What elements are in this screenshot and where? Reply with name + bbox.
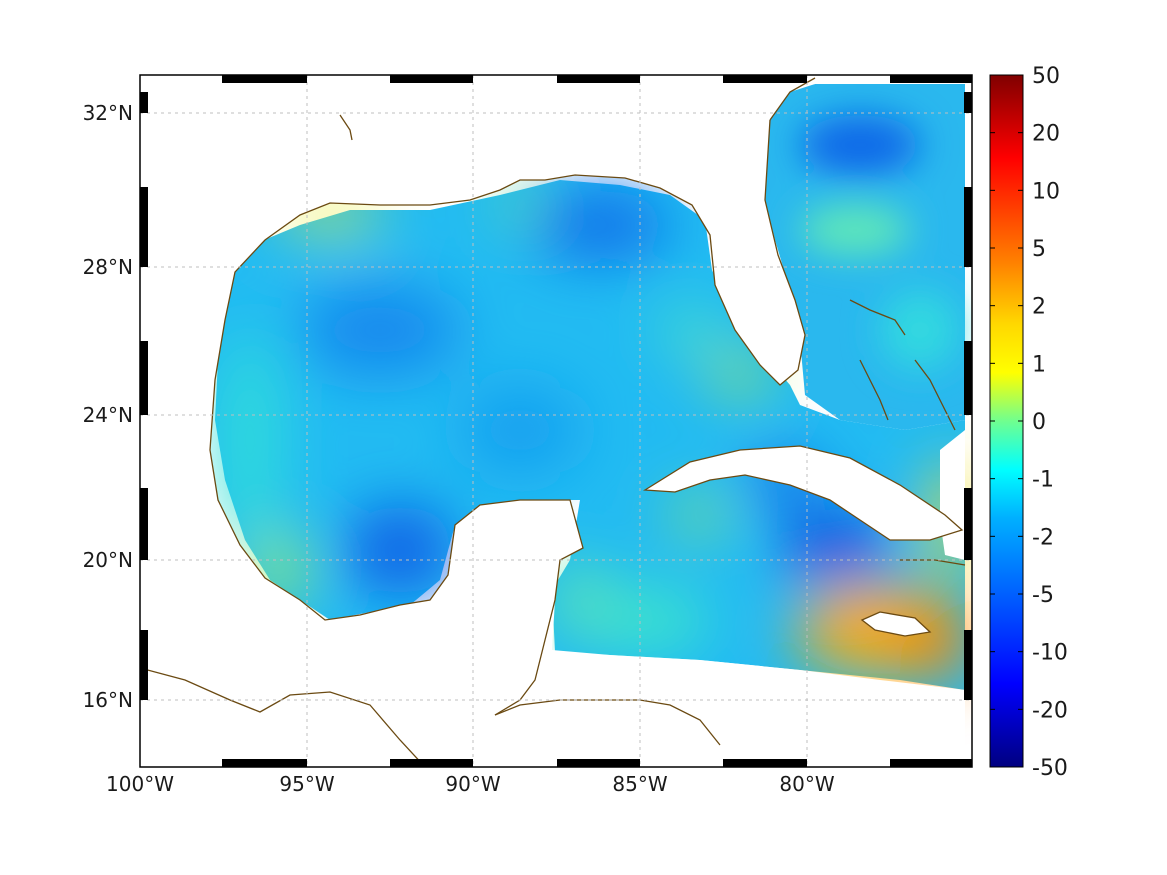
colorbar-tick-label: 10 [1032, 179, 1060, 204]
atlantic-field [765, 84, 965, 430]
gulf-field [215, 180, 970, 690]
gridlines [140, 75, 972, 767]
lon-tick-label: 80°W [779, 772, 834, 796]
colorbar-tick-label: -2 [1032, 525, 1054, 550]
colorbar-tick-label: 0 [1032, 410, 1046, 435]
lat-tick-label: 32°N [83, 101, 133, 125]
colorbar-tick-label: 5 [1032, 237, 1046, 262]
lon-ticks: 100°W 95°W 90°W 85°W 80°W [106, 772, 835, 796]
colorbar-tick-label: 50 [1032, 64, 1060, 89]
colorbar-gradient [989, 74, 1024, 768]
lat-tick-label: 24°N [83, 403, 133, 427]
colorbar-tick-label: -50 [1032, 756, 1068, 781]
colorbar-tick-label: -10 [1032, 641, 1068, 666]
lat-ticks: 32°N 28°N 24°N 20°N 16°N [83, 101, 133, 712]
coastlines [140, 77, 966, 767]
lat-tick-label: 20°N [83, 548, 133, 572]
lon-tick-label: 100°W [106, 772, 174, 796]
map-frame [139, 74, 973, 768]
lat-tick-label: 28°N [83, 255, 133, 279]
colorbar-tick-label: -5 [1032, 583, 1054, 608]
lon-tick-label: 85°W [612, 772, 667, 796]
lat-tick-label: 16°N [83, 688, 133, 712]
colorbar-tick-label: -20 [1032, 698, 1068, 723]
map-area [140, 75, 972, 767]
colorbar-tick-label: 2 [1032, 295, 1046, 320]
colorbar-tick-label: -1 [1032, 468, 1054, 493]
lon-tick-label: 90°W [445, 772, 500, 796]
colorbar-tick-label: 1 [1032, 352, 1046, 377]
lon-tick-label: 95°W [279, 772, 334, 796]
colorbar-tick-label: 20 [1032, 122, 1060, 147]
